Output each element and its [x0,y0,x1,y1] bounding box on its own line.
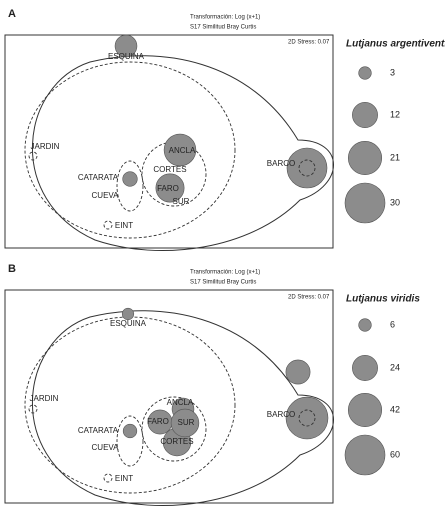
site-bubble [114,34,138,58]
cluster-outline [116,160,144,212]
legend-label: 3 [390,67,395,77]
site-label: EINT [115,474,133,483]
site-bubble [121,307,135,321]
similarity-note: S17 Similitud Bray Curtis [190,280,256,286]
site-label: CORTES [160,437,193,446]
site-bubble [28,151,38,161]
site-bubble [28,404,38,414]
site-bubble [285,359,311,385]
legend-bubble [347,392,383,428]
site-bubble [170,408,200,438]
site-label: ANCLA [167,398,194,407]
legend-label: 24 [390,362,400,372]
site-label: JARDIN [30,394,59,403]
panel-label: B [8,263,16,275]
site-label: FARO [147,417,169,426]
legend-bubble [358,318,372,332]
site-label: ANCLA [169,146,196,155]
transform-note: Transformación: Log (x+1) [190,15,260,21]
site-label: CUEVA [92,191,120,200]
legend-label: 21 [390,152,400,162]
plot-frame [4,289,334,504]
site-bubble [285,396,329,440]
panel: A Transformación: Log (x+1) S17 Similitud … [4,8,445,252]
legend-bubble [344,182,386,224]
cluster-outline [116,415,144,467]
site-label: ESQUINA [110,319,147,328]
legend-bubble [352,102,378,128]
transform-note: Transformación: Log (x+1) [190,270,260,276]
cluster-outline [31,310,334,507]
site-ring [298,159,316,177]
legend-title: Lutjanus viridis [346,294,420,305]
panel: B Transformación: Log (x+1) S17 Similitud … [4,263,420,507]
site-bubble [155,173,185,203]
legend-label: 30 [390,197,400,207]
cluster-outline [141,396,207,462]
site-label: CUEVA [92,443,120,452]
site-label: JARDIN [31,142,60,151]
site-label: SUR [173,197,190,206]
site-label: SUR [178,418,195,427]
site-ring [298,409,316,427]
panel-label: A [8,8,16,20]
plot-frame [4,34,334,249]
site-label: BARCO [267,159,295,168]
site-label: EINT [115,221,133,230]
cluster-outline [31,55,334,252]
legend-label: 6 [390,319,395,329]
site-label: ESQUINA [108,52,145,61]
site-label: FARO [157,184,179,193]
legend-bubble [347,140,383,176]
legend-label: 12 [390,109,400,119]
legend-bubble [352,355,378,381]
site-label: CATARATA [78,173,119,182]
stress: 2D Stress: 0.07 [288,40,330,46]
legend-title: Lutjanus argentiventris [346,39,445,50]
site-bubble [122,423,138,439]
site-label: BARCO [267,410,295,419]
legend-bubble [358,66,372,80]
site-label: CORTES [153,165,186,174]
stress: 2D Stress: 0.07 [288,295,330,301]
legend-label: 60 [390,449,400,459]
site-bubble [286,147,328,189]
site-bubble [122,171,138,187]
site-bubble [103,473,113,483]
cluster-outline [24,61,236,239]
site-bubble [163,133,197,167]
similarity-note: S17 Similitud Bray Curtis [190,25,256,31]
site-bubble [103,220,113,230]
site-label: CATARATA [78,426,119,435]
legend-label: 42 [390,404,400,414]
legend-bubble [344,434,386,476]
